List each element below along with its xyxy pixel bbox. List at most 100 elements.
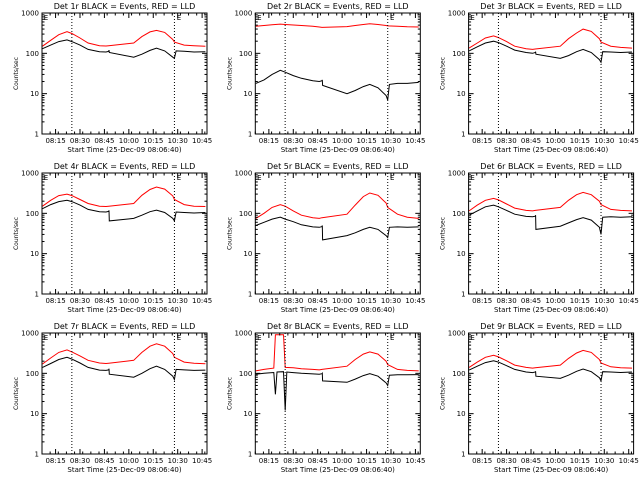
e-marker-label: E xyxy=(603,14,607,22)
x-tick-label: 08:45 xyxy=(308,457,328,465)
lld-series-line xyxy=(255,23,419,28)
chart-title: Det 4r BLACK = Events, RED = LLD xyxy=(54,162,196,171)
y-tick-label: 1000 xyxy=(21,170,39,178)
y-tick-label: 1 xyxy=(35,131,39,139)
x-tick-label: 08:15 xyxy=(45,457,65,465)
x-tick-label: 10:00 xyxy=(545,297,565,305)
y-tick-label: 1 xyxy=(461,291,465,299)
x-tick-label: 10:00 xyxy=(545,137,565,145)
x-tick-label: 08:30 xyxy=(70,137,90,145)
x-tick-label: 10:00 xyxy=(119,457,139,465)
x-tick-label: 10:45 xyxy=(619,297,639,305)
x-axis-label: Start Time (25-Dec-09 08:06:40) xyxy=(494,466,608,474)
x-tick-label: 08:30 xyxy=(70,457,90,465)
plot-frame xyxy=(254,332,421,455)
y-tick-label: 100 xyxy=(26,210,39,218)
y-tick-label: 1000 xyxy=(448,330,466,338)
e-marker-label: E xyxy=(390,174,394,182)
x-tick-label: 10:30 xyxy=(381,457,401,465)
x-tick-label: 10:00 xyxy=(545,457,565,465)
e-marker-label: E xyxy=(177,14,181,22)
x-tick-label: 08:30 xyxy=(496,297,516,305)
x-axis-label: Start Time (25-Dec-09 08:06:40) xyxy=(281,466,395,474)
lld-series-line xyxy=(468,28,633,50)
events-series-line xyxy=(468,204,633,235)
x-tick-label: 08:15 xyxy=(472,297,492,305)
x-axis-label: Start Time (25-Dec-09 08:06:40) xyxy=(67,466,181,474)
y-axis-label: Counts/sec xyxy=(440,57,447,90)
x-tick-label: 10:15 xyxy=(143,137,163,145)
x-tick-label: 10:15 xyxy=(356,297,376,305)
x-tick-label: 10:45 xyxy=(405,297,425,305)
plot-frame xyxy=(468,172,635,295)
y-tick-label: 10 xyxy=(30,410,39,418)
x-tick-label: 10:00 xyxy=(332,457,352,465)
y-axis-label: Counts/sec xyxy=(13,377,20,410)
y-tick-label: 1000 xyxy=(21,330,39,338)
plot-frame xyxy=(254,172,421,295)
y-tick-label: 10 xyxy=(243,250,252,258)
e-marker-label: E xyxy=(390,334,394,342)
y-axis-label: Counts/sec xyxy=(13,217,20,250)
x-tick-label: 10:15 xyxy=(143,297,163,305)
y-tick-label: 10 xyxy=(30,90,39,98)
y-axis-label: Counts/sec xyxy=(440,377,447,410)
events-series-line xyxy=(468,40,633,64)
e-marker-label: E xyxy=(177,334,181,342)
e-marker-label: E xyxy=(603,174,607,182)
x-tick-label: 10:30 xyxy=(594,137,614,145)
chart-title: Det 7r BLACK = Events, RED = LLD xyxy=(54,322,196,331)
x-tick-label: 08:15 xyxy=(45,137,65,145)
x-tick-label: 10:15 xyxy=(356,137,376,145)
x-tick-label: 08:45 xyxy=(94,297,114,305)
y-tick-label: 10 xyxy=(457,90,466,98)
e-marker-label: E xyxy=(257,174,261,182)
x-tick-label: 08:30 xyxy=(70,297,90,305)
y-tick-label: 1000 xyxy=(234,170,252,178)
y-tick-label: 1 xyxy=(461,131,465,139)
e-marker-label: E xyxy=(470,174,474,182)
x-axis-label: Start Time (25-Dec-09 08:06:40) xyxy=(67,146,181,154)
y-tick-label: 10 xyxy=(243,90,252,98)
x-axis-label: Start Time (25-Dec-09 08:06:40) xyxy=(494,306,608,314)
x-tick-label: 10:30 xyxy=(381,297,401,305)
y-tick-label: 100 xyxy=(26,370,39,378)
chart-title: Det 2r BLACK = Events, RED = LLD xyxy=(267,2,409,11)
events-series-line xyxy=(468,360,633,383)
y-tick-label: 1000 xyxy=(448,170,466,178)
x-tick-label: 08:15 xyxy=(472,457,492,465)
y-tick-label: 100 xyxy=(239,210,252,218)
plot-frame xyxy=(41,12,208,135)
x-tick-label: 10:15 xyxy=(356,457,376,465)
y-axis-label: Counts/sec xyxy=(226,57,233,90)
e-marker-label: E xyxy=(44,14,48,22)
e-marker-label: E xyxy=(177,174,181,182)
chart-title: Det 6r BLACK = Events, RED = LLD xyxy=(480,162,622,171)
chart-title: Det 9r BLACK = Events, RED = LLD xyxy=(480,322,622,331)
chart-title: Det 5r BLACK = Events, RED = LLD xyxy=(267,162,409,171)
y-tick-label: 100 xyxy=(239,370,252,378)
chart-panel-5: Det 5r BLACK = Events, RED = LLD E E 1 10 100… xyxy=(226,162,425,314)
x-tick-label: 08:30 xyxy=(496,137,516,145)
y-tick-label: 10 xyxy=(457,250,466,258)
y-tick-label: 1 xyxy=(35,291,39,299)
x-tick-label: 10:30 xyxy=(168,297,188,305)
x-tick-label: 08:30 xyxy=(283,137,303,145)
y-tick-label: 1000 xyxy=(448,10,466,18)
chart-panel-8: Det 8r BLACK = Events, RED = LLD E E 1 10 100… xyxy=(226,322,425,474)
y-tick-label: 1000 xyxy=(234,330,252,338)
e-marker-label: E xyxy=(390,14,394,22)
lld-series-line xyxy=(468,349,633,369)
x-tick-label: 10:00 xyxy=(332,297,352,305)
x-tick-label: 08:15 xyxy=(259,297,279,305)
chart-panel-3: Det 3r BLACK = Events, RED = LLD E E 1 10 100… xyxy=(440,2,639,154)
lld-series-line xyxy=(42,29,206,47)
plot-frame xyxy=(468,12,635,135)
e-marker-label: E xyxy=(257,14,261,22)
x-tick-label: 08:45 xyxy=(94,457,114,465)
events-series-line xyxy=(42,356,206,382)
y-axis-label: Counts/sec xyxy=(226,217,233,250)
x-tick-label: 10:30 xyxy=(168,137,188,145)
x-tick-label: 10:15 xyxy=(570,457,590,465)
y-tick-label: 100 xyxy=(26,50,39,58)
